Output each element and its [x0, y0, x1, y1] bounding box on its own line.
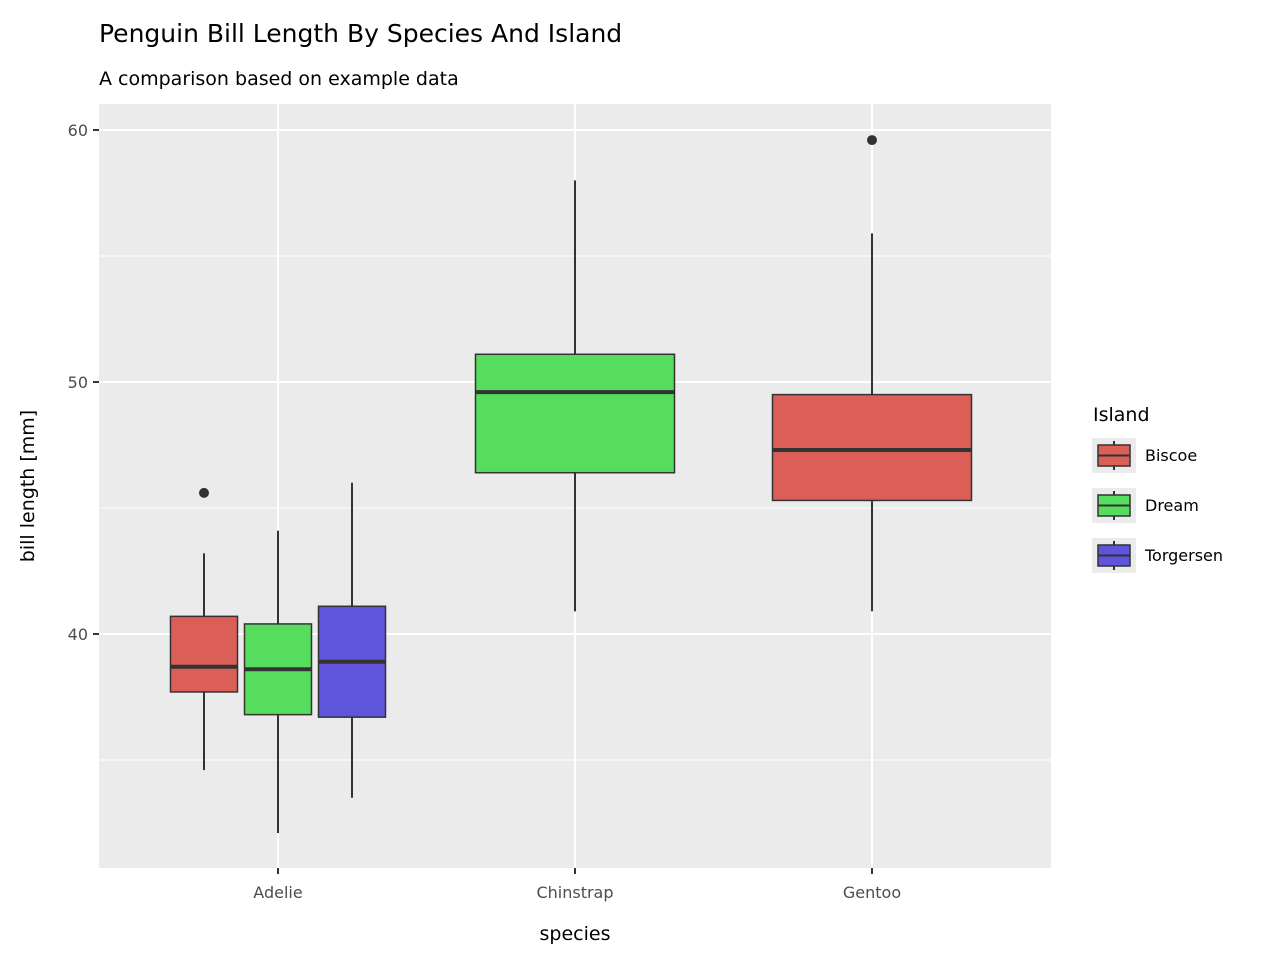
box-iqr: [771, 393, 973, 502]
box-iqr: [169, 615, 239, 693]
box-chinstrap-dream: [474, 180, 676, 612]
box-adelie-dream: [243, 530, 313, 834]
y-tick-label: 50: [68, 373, 88, 392]
legend-title: Island: [1093, 404, 1150, 426]
legend-item-dream: Dream: [1092, 488, 1199, 523]
legend-label: Torgersen: [1144, 546, 1223, 565]
legend-label: Biscoe: [1145, 446, 1197, 465]
box-adelie-torgersen: [317, 482, 387, 798]
chart-subtitle: A comparison based on example data: [99, 68, 459, 90]
y-tick-label: 60: [68, 121, 88, 140]
box-adelie-biscoe: [169, 487, 239, 771]
y-axis-label: bill length [mm]: [17, 410, 39, 562]
legend: Island Biscoe Dream Torgersen: [1092, 404, 1223, 573]
x-tick-label: Chinstrap: [536, 883, 613, 902]
legend-label: Dream: [1145, 496, 1199, 515]
chart-title: Penguin Bill Length By Species And Islan…: [99, 19, 622, 48]
legend-item-torgersen: Torgersen: [1092, 538, 1223, 573]
outlier-point: [199, 487, 209, 498]
outlier-point: [867, 135, 877, 146]
legend-item-biscoe: Biscoe: [1092, 438, 1197, 473]
x-axis-label: species: [540, 923, 611, 945]
y-tick-label: 40: [68, 625, 88, 644]
box-iqr: [474, 353, 676, 474]
x-tick-label: Gentoo: [843, 883, 901, 902]
box-gentoo-biscoe: [771, 135, 973, 612]
x-tick-label: Adelie: [253, 883, 302, 902]
